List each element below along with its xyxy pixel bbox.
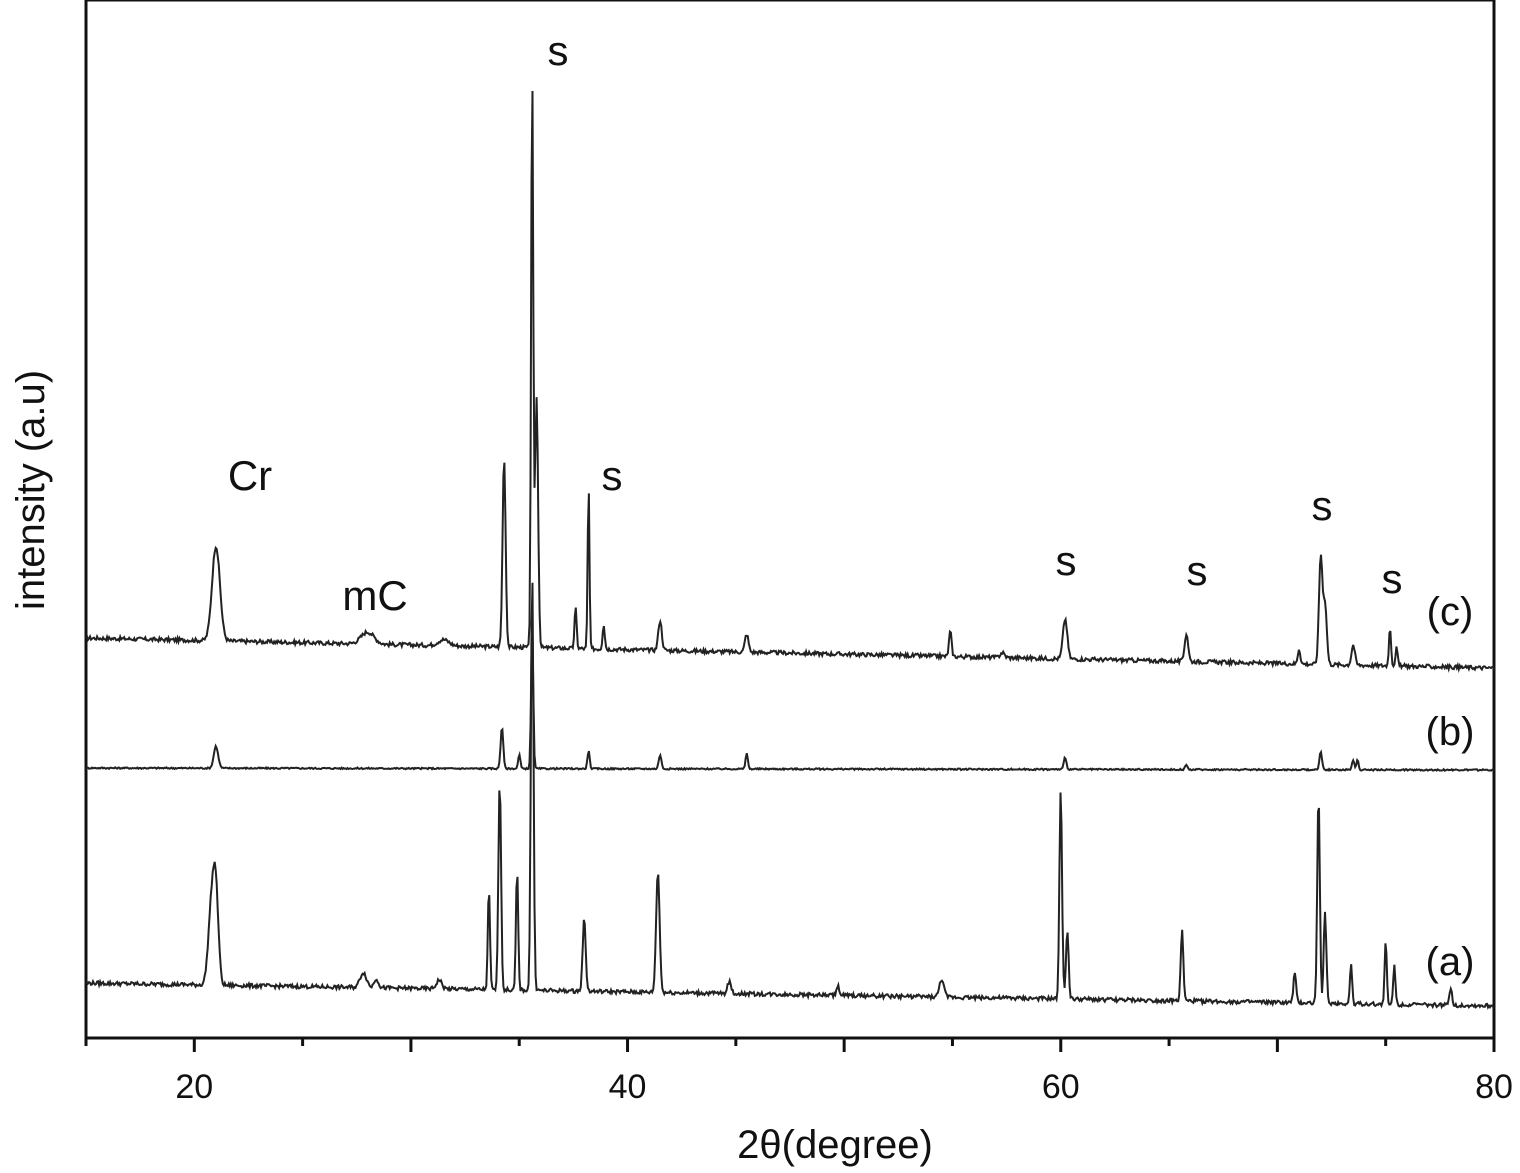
series-label: (b) <box>1426 710 1475 754</box>
x-axis-title: 2θ(degree) <box>737 1123 933 1167</box>
peak-annotation: s <box>602 452 623 499</box>
peak-annotation: s <box>1187 547 1208 594</box>
series-line-2 <box>85 582 1495 1010</box>
peak-annotation: s <box>548 27 569 74</box>
series-label: (a) <box>1426 940 1475 984</box>
series-line-0 <box>85 90 1495 674</box>
plot-frame <box>84 0 1496 1040</box>
series-line-1 <box>85 633 1495 773</box>
curve-labels-group: (c) (b) (a) <box>1426 590 1475 984</box>
annotations-group: Cr mC s s s s s s <box>228 27 1403 619</box>
peak-annotation: s <box>1056 537 1077 584</box>
peak-annotation: mC <box>342 572 407 619</box>
peak-annotation: s <box>1382 555 1403 602</box>
x-tick-label: 80 <box>1475 1068 1513 1106</box>
curves-group <box>85 90 1495 1010</box>
peak-annotation: s <box>1312 482 1333 529</box>
x-tick-label: 20 <box>175 1068 213 1106</box>
x-tick-label: 40 <box>609 1068 647 1106</box>
x-ticks-group: 20 40 60 80 <box>84 1038 1513 1106</box>
x-tick-label: 60 <box>1042 1068 1080 1106</box>
y-axis-title: intensity (a.u) <box>9 370 53 610</box>
series-label: (c) <box>1427 590 1474 634</box>
peak-annotation: Cr <box>228 452 272 499</box>
